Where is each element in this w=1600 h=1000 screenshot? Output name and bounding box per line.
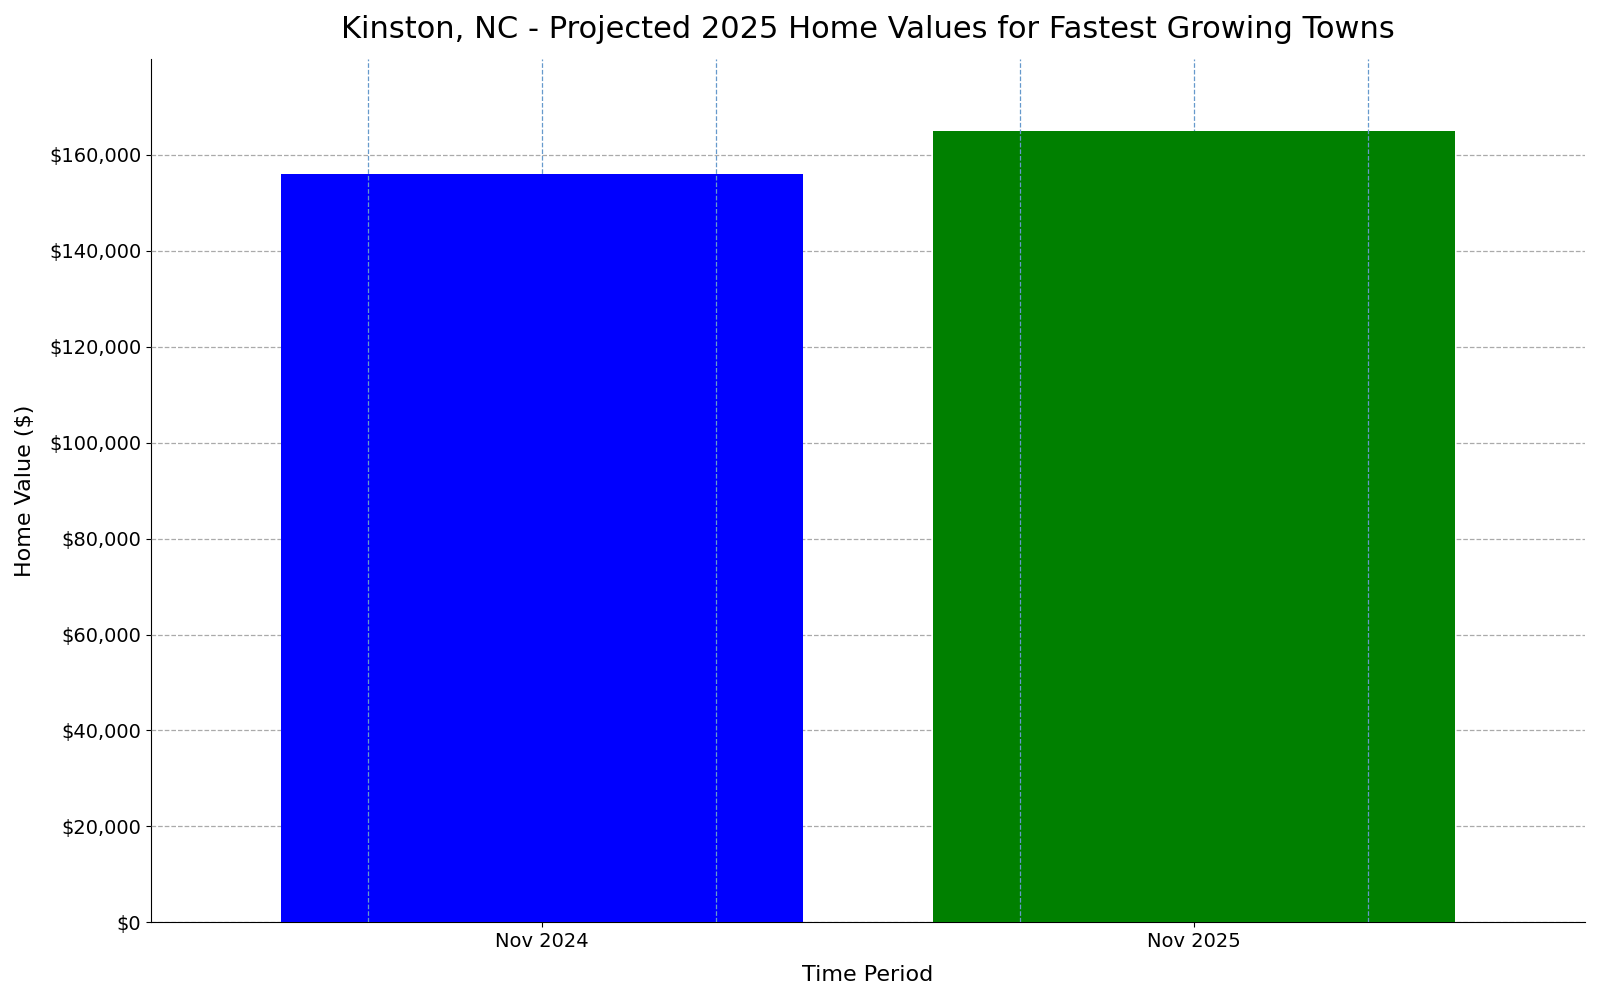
- X-axis label: Time Period: Time Period: [802, 965, 933, 985]
- Title: Kinston, NC - Projected 2025 Home Values for Fastest Growing Towns: Kinston, NC - Projected 2025 Home Values…: [341, 15, 1395, 44]
- Y-axis label: Home Value ($): Home Value ($): [14, 404, 35, 577]
- Bar: [282, 174, 803, 922]
- Bar: [933, 131, 1454, 922]
